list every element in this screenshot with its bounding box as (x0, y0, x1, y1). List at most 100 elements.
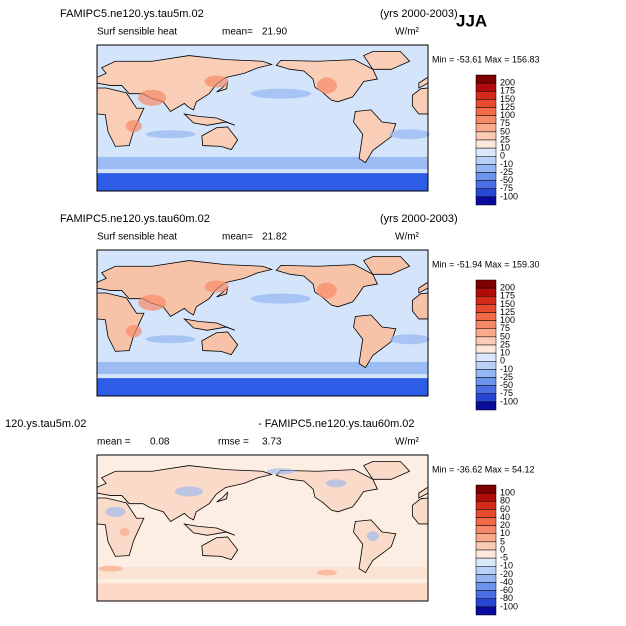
warm-region (125, 120, 142, 133)
colorbar-box (475, 606, 497, 616)
years: (yrs 2000-2003) (380, 8, 458, 20)
cool-region (366, 531, 379, 542)
land (418, 281, 429, 294)
case-title: FAMIPC5.ne120.ys.tau5m.02 (60, 8, 204, 20)
colorbar-label: 175 (500, 86, 515, 96)
antarctica (97, 583, 428, 601)
warm-region (138, 294, 167, 311)
rmse-label: rmse = (218, 437, 249, 448)
colorbar-label: 0 (500, 356, 505, 366)
colorbar-box (475, 123, 497, 133)
colorbar-label: 200 (500, 78, 515, 88)
colorbar-label: -75 (500, 183, 513, 193)
colorbar-box (475, 590, 497, 599)
land (183, 113, 236, 126)
colorbar-box (475, 541, 497, 551)
land (363, 256, 411, 275)
colorbar-box (475, 377, 497, 386)
colorbar-box (475, 156, 497, 165)
colorbar-label: 150 (500, 94, 515, 104)
colorbar-box (475, 344, 497, 354)
colorbar-label: 50 (500, 126, 510, 136)
colorbar-box (475, 566, 497, 575)
colorbar-box (475, 91, 497, 100)
colorbar-label: 75 (500, 118, 510, 128)
colorbar-box (475, 147, 497, 157)
colorbar-box (475, 369, 497, 378)
colorbar-label: 0 (500, 544, 505, 554)
colorbar-label: -10 (500, 159, 513, 169)
colorbar-box (475, 484, 497, 494)
colorbar-label: 60 (500, 504, 510, 514)
colorbar-label: -20 (500, 569, 513, 579)
southern-band (97, 156, 428, 170)
land (275, 469, 379, 513)
colorbar-box (475, 598, 497, 608)
colorbar-label: 5 (500, 536, 505, 546)
colorbar-box (475, 188, 497, 198)
warm-region (204, 75, 229, 88)
colorbar-box (475, 74, 497, 84)
colorbar-label: -50 (500, 175, 513, 185)
colorbar-box (475, 582, 497, 591)
antarctica (97, 378, 428, 396)
colorbar-label: -5 (500, 553, 508, 563)
colorbar-label: 75 (500, 323, 510, 333)
land (418, 76, 429, 89)
cool-region (250, 88, 311, 99)
land (201, 331, 239, 356)
mean-value: 0.08 (150, 437, 170, 448)
colorbar-label: 200 (500, 283, 515, 293)
cool-region (250, 293, 311, 304)
colorbar-box (475, 336, 497, 346)
colorbar-box (475, 509, 497, 518)
units: W/m² (395, 27, 420, 38)
cool-region (105, 506, 126, 517)
colorbar-box (475, 287, 497, 297)
map-frame (96, 454, 429, 602)
colorbar-label: 10 (500, 348, 510, 358)
southern-band (97, 361, 428, 375)
colorbar-label: 10 (500, 143, 510, 153)
colorbar-label: -100 (500, 396, 518, 406)
colorbar-label: 150 (500, 299, 515, 309)
land (353, 314, 397, 369)
land (201, 126, 239, 151)
min-max: Min = -53.61 Max = 156.83 (432, 54, 540, 64)
colorbar-box (475, 107, 497, 116)
land (183, 523, 236, 536)
case-title: FAMIPC5.ne120.ys.tau60m.02 (60, 213, 210, 225)
units: W/m² (395, 437, 420, 448)
colorbar-box (475, 549, 497, 559)
colorbar-label: 100 (500, 488, 515, 498)
colorbar-box (475, 501, 497, 510)
colorbar-box (475, 99, 497, 108)
colorbar-box (475, 393, 497, 403)
cool-region (389, 129, 430, 140)
colorbar-label: 50 (500, 331, 510, 341)
panel: FAMIPC5.ne120.ys.tau5m.02 (yrs 2000-2003)… (60, 8, 540, 206)
colorbar-label: 125 (500, 307, 515, 317)
mean-label: mean= (222, 232, 253, 243)
colorbar-label: 25 (500, 339, 510, 349)
colorbar-label: 0 (500, 151, 505, 161)
case-title: - FAMIPC5.ne120.ys.tau60m.02 (258, 418, 415, 430)
warm-region (119, 528, 130, 537)
cool-region (389, 334, 430, 345)
land (353, 109, 397, 164)
colorbar-box (475, 361, 497, 370)
colorbar-box (475, 304, 497, 313)
mean-label: mean = (97, 437, 131, 448)
colorbar-label: -10 (500, 364, 513, 374)
land (183, 318, 236, 331)
colorbar-box (475, 385, 497, 394)
warm-region (204, 280, 229, 293)
colorbar-label: -75 (500, 388, 513, 398)
antarctica (97, 173, 428, 191)
colorbar-label: -100 (500, 601, 518, 611)
variable: Surf sensible heat (97, 232, 177, 243)
colorbar-label: 100 (500, 315, 515, 325)
units: W/m² (395, 232, 420, 243)
colorbar-label: 175 (500, 291, 515, 301)
colorbar-box (475, 320, 497, 329)
